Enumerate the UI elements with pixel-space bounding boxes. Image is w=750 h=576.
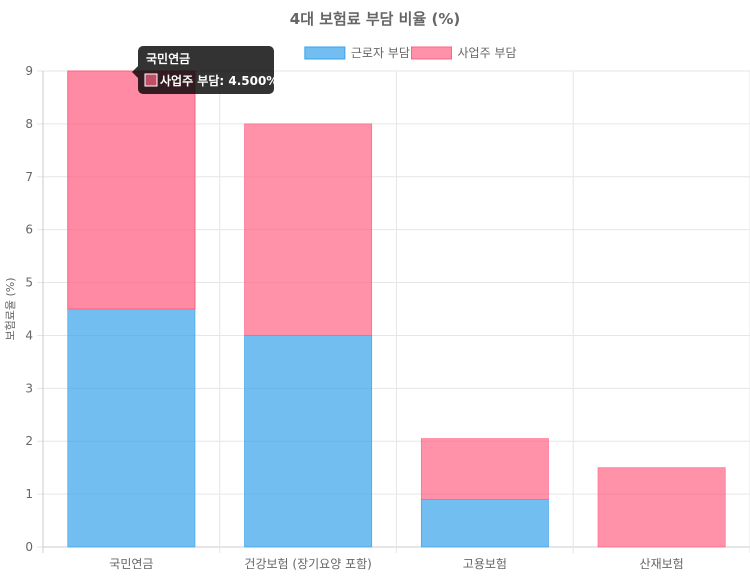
bar-employee [244,335,373,548]
chart-title: 4대 보험료 부담 비율 (%) [290,10,460,28]
x-tick-label: 고용보험 [463,557,507,571]
y-axis-title: 보험료율 (%) [4,277,17,340]
y-tick-label: 2 [25,434,33,448]
tooltip-title: 국민연금 [146,51,190,66]
x-tick-label: 국민연금 [109,557,153,571]
tooltip-swatch [144,73,158,87]
y-axis-ticks: 0 1 2 3 4 5 6 7 8 9 [25,64,33,554]
x-axis-ticks: 국민연금 건강보험 (장기요양 포함) 고용보험 산재보험 [109,557,683,571]
y-tick-label: 7 [25,170,33,184]
bar-employer [420,438,549,500]
y-tick-label: 8 [25,117,33,131]
x-tick-label: 산재보험 [640,557,684,571]
x-tick-label: 건강보험 (장기요양 포함) [244,557,371,571]
y-tick-label: 4 [25,328,33,342]
y-tick-label: 0 [25,540,33,554]
legend: 근로자 부담 사업주 부담 [304,46,517,60]
legend-label: 사업주 부담 [458,46,517,60]
bars [67,70,726,548]
legend-swatch [304,46,346,60]
tooltip-caret [132,66,138,78]
y-tick-label: 5 [25,276,33,290]
y-tick-label: 3 [25,381,33,395]
legend-swatch [411,46,452,60]
y-tick-label: 1 [25,487,33,501]
bar-employer [67,70,196,310]
bar-employee [67,308,196,548]
bar-employee [420,499,549,548]
y-tick-label: 6 [25,223,33,237]
y-tick-label: 9 [25,64,33,78]
tooltip-label: 사업주 부담: 4.500% [160,73,278,88]
bar-employer [597,467,726,548]
tooltip-box [138,46,274,94]
legend-label: 근로자 부담 [351,46,410,60]
bar-employer [244,123,373,336]
